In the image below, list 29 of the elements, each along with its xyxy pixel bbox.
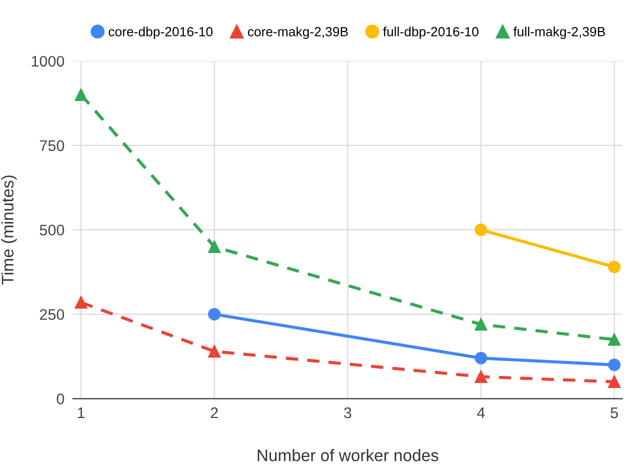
point bbox=[608, 333, 621, 346]
point bbox=[474, 224, 488, 236]
y-tick-label: 500 bbox=[40, 224, 64, 236]
y-tick-label: 0 bbox=[56, 394, 64, 404]
y-tick-label: 250 bbox=[40, 309, 64, 320]
point bbox=[474, 370, 488, 383]
point bbox=[74, 88, 88, 101]
x-tick-label: 5 bbox=[610, 408, 618, 418]
x-tick-label: 3 bbox=[344, 407, 352, 418]
point bbox=[608, 358, 621, 372]
point bbox=[608, 260, 621, 274]
legend-label: core-makg-2,39B bbox=[248, 26, 348, 39]
point bbox=[608, 376, 621, 388]
point bbox=[208, 345, 221, 358]
x-tick-label: 2 bbox=[210, 407, 218, 418]
point bbox=[74, 296, 88, 309]
legend-label: full-makg-2,39B bbox=[513, 26, 605, 39]
y-tick-label: 750 bbox=[40, 140, 64, 152]
point bbox=[474, 318, 488, 331]
legend-label: full-dbp-2016-10 bbox=[383, 26, 478, 39]
y-axis-title: Time (minutes) bbox=[1, 176, 17, 285]
legend-label: core-dbp-2016-10 bbox=[108, 26, 213, 39]
x-tick-label: 1 bbox=[78, 408, 85, 418]
y-tick-label: 1000 bbox=[32, 56, 64, 67]
point bbox=[208, 240, 221, 253]
x-tick-label: 4 bbox=[477, 408, 485, 418]
x-axis-title: Number of worker nodes bbox=[258, 449, 438, 462]
point bbox=[208, 308, 221, 320]
point bbox=[474, 352, 488, 364]
